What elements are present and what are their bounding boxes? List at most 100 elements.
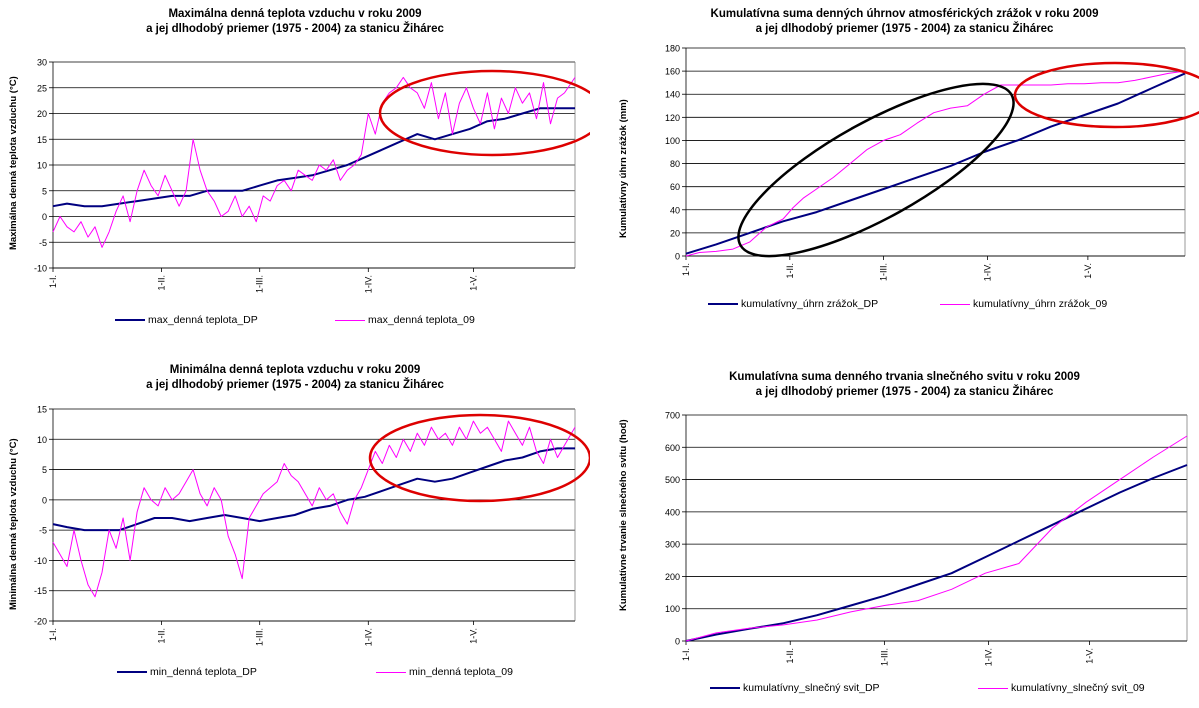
legend-item: min_denná teplota_09 [376, 666, 513, 678]
legend-swatch-dp [115, 319, 145, 321]
chart-title-line-2: a jej dlhodobý priemer (1975 - 2004) za … [146, 23, 444, 35]
chart-title-line-2: a jej dlhodobý priemer (1975 - 2004) za … [755, 23, 1054, 35]
chart-title: Maximálna denná teplota vzduchu v roku 2… [0, 7, 590, 37]
series-line-09 [685, 70, 1186, 257]
y-tick-label: 100 [665, 136, 680, 146]
x-tick-label: 1-IV. [363, 275, 373, 293]
y-axis-label: Kumulatívne trvanie slnečného svitu (hod… [618, 419, 629, 611]
x-tick-label: 1-IV. [363, 628, 373, 646]
chart-cumulative-sunshine: Kumulatívna suma denného trvania slnečné… [610, 355, 1199, 708]
y-tick-label: 100 [665, 604, 680, 614]
x-tick-label: 1-V. [1084, 648, 1094, 664]
y-tick-label: 140 [665, 90, 680, 100]
chart-title: Kumulatívna suma denného trvania slnečné… [610, 370, 1199, 400]
series-line-09 [52, 76, 576, 248]
y-tick-label: -5 [39, 238, 47, 248]
legend-item: kumulatívny_slnečný svit_DP [710, 682, 880, 694]
chart-max-temperature: Maximálna denná teplota vzduchu v roku 2… [0, 0, 590, 340]
chart-title-line-1: Minimálna denná teplota vzduchu v roku 2… [169, 364, 421, 376]
x-tick-label: 1-III. [255, 628, 265, 646]
chart-cumulative-precipitation: Kumulatívna suma denných úhrnov atmosfér… [610, 0, 1199, 340]
series-line-09 [685, 435, 1188, 642]
y-tick-label: 300 [665, 540, 680, 550]
x-tick-label: 1-III. [879, 648, 889, 666]
legend-item: max_denná teplota_09 [335, 314, 475, 326]
chart-title-line-1: Kumulatívna suma denného trvania slnečné… [729, 371, 1080, 383]
x-tick-label: 1-I. [681, 263, 691, 276]
chart-title-line-2: a jej dlhodobý priemer (1975 - 2004) za … [755, 386, 1054, 398]
annotation-ellipse [737, 82, 1015, 258]
x-tick-label: 1-II. [785, 648, 795, 664]
annotation-ellipse [378, 69, 590, 157]
chart-title-line-1: Kumulatívna suma denných úhrnov atmosfér… [710, 8, 1099, 20]
x-tick-label: 1-IV. [982, 263, 992, 281]
legend-label: kumulatívny_úhrn zrážok_DP [741, 298, 879, 310]
y-tick-label: 0 [675, 252, 680, 262]
x-tick-label: 1-V. [468, 275, 478, 291]
legend-swatch-09 [376, 671, 406, 673]
legend-swatch-09 [940, 303, 970, 305]
legend-label: max_denná teplota_DP [148, 314, 258, 326]
annotation-ellipse [1013, 61, 1199, 129]
y-tick-label: -10 [34, 264, 47, 274]
y-tick-label: -20 [34, 617, 47, 627]
y-tick-label: 15 [37, 405, 47, 415]
y-axis-label: Minimálna denná teplota vzduchu (°C) [8, 438, 19, 610]
legend: max_denná teplota_DP max_denná teplota_0… [0, 314, 590, 330]
series-line-dp [52, 107, 575, 208]
legend-swatch-09 [335, 319, 365, 321]
y-axis-label: Maximálna denná teplota vzduchu (°C) [8, 76, 19, 250]
y-tick-label: 5 [42, 465, 47, 475]
chart-svg: -10 -5 0 5 10 15 20 25 30 1-I. 1-II. 1-III. 1-IV. 1-V… [34, 58, 590, 293]
x-tick-label: 1-I. [681, 648, 691, 661]
y-tick-label: 10 [37, 161, 47, 171]
y-axis-label: Kumulatívny úhrn zrážok (mm) [618, 99, 629, 238]
y-tick-label: -5 [39, 526, 47, 536]
x-tick-label: 1-V. [1083, 263, 1093, 279]
chart-title: Minimálna denná teplota vzduchu v roku 2… [0, 363, 590, 393]
legend-item: min_denná teplota_DP [117, 666, 257, 678]
legend-swatch-dp [710, 687, 740, 689]
legend-label: kumulatívny_slnečný svit_DP [743, 682, 880, 694]
x-tick-label: 1-II. [785, 263, 795, 279]
legend-item: kumulatívny_slnečný svit_09 [978, 682, 1145, 694]
legend-item: kumulatívny_úhrn zrážok_09 [940, 298, 1107, 310]
x-tick-label: 1-V. [468, 628, 478, 644]
y-tick-label: 600 [665, 443, 680, 453]
y-tick-label: -10 [34, 556, 47, 566]
y-tick-label: 15 [37, 135, 47, 145]
y-tick-label: 30 [37, 58, 47, 68]
y-tick-label: 80 [670, 159, 680, 169]
series-line-dp [685, 464, 1188, 642]
y-tick-label: -15 [34, 586, 47, 596]
legend-label: min_denná teplota_DP [150, 666, 257, 678]
legend-label: min_denná teplota_09 [409, 666, 513, 678]
chart-title-line-1: Maximálna denná teplota vzduchu v roku 2… [168, 8, 422, 20]
y-tick-label: 60 [670, 182, 680, 192]
y-tick-label: 5 [42, 186, 47, 196]
legend-swatch-dp [117, 671, 147, 673]
annotation-ellipse [368, 413, 590, 503]
legend-item: max_denná teplota_DP [115, 314, 258, 326]
series-line-09 [52, 420, 576, 598]
x-tick-label: 1-I. [48, 628, 58, 641]
y-tick-label: 120 [665, 113, 680, 123]
x-tick-label: 1-IV. [984, 648, 994, 666]
x-tick-label: 1-II. [157, 628, 167, 644]
y-tick-label: 400 [665, 507, 680, 517]
legend-swatch-09 [978, 687, 1008, 689]
y-tick-label: 500 [665, 475, 680, 485]
y-tick-label: 0 [42, 212, 47, 222]
y-tick-label: 10 [37, 435, 47, 445]
y-tick-label: 180 [665, 44, 680, 54]
x-tick-label: 1-III. [879, 263, 889, 281]
y-tick-label: 20 [670, 228, 680, 238]
legend: kumulatívny_úhrn zrážok_DP kumulatívny_ú… [610, 298, 1199, 314]
legend: kumulatívny_slnečný svit_DP kumulatívny_… [610, 682, 1199, 698]
chart-title: Kumulatívna suma denných úhrnov atmosfér… [610, 7, 1199, 37]
legend-swatch-dp [708, 303, 738, 305]
y-tick-label: 200 [665, 572, 680, 582]
x-tick-label: 1-I. [48, 275, 58, 288]
chart-min-temperature: Minimálna denná teplota vzduchu v roku 2… [0, 355, 590, 708]
legend-item: kumulatívny_úhrn zrážok_DP [708, 298, 878, 310]
